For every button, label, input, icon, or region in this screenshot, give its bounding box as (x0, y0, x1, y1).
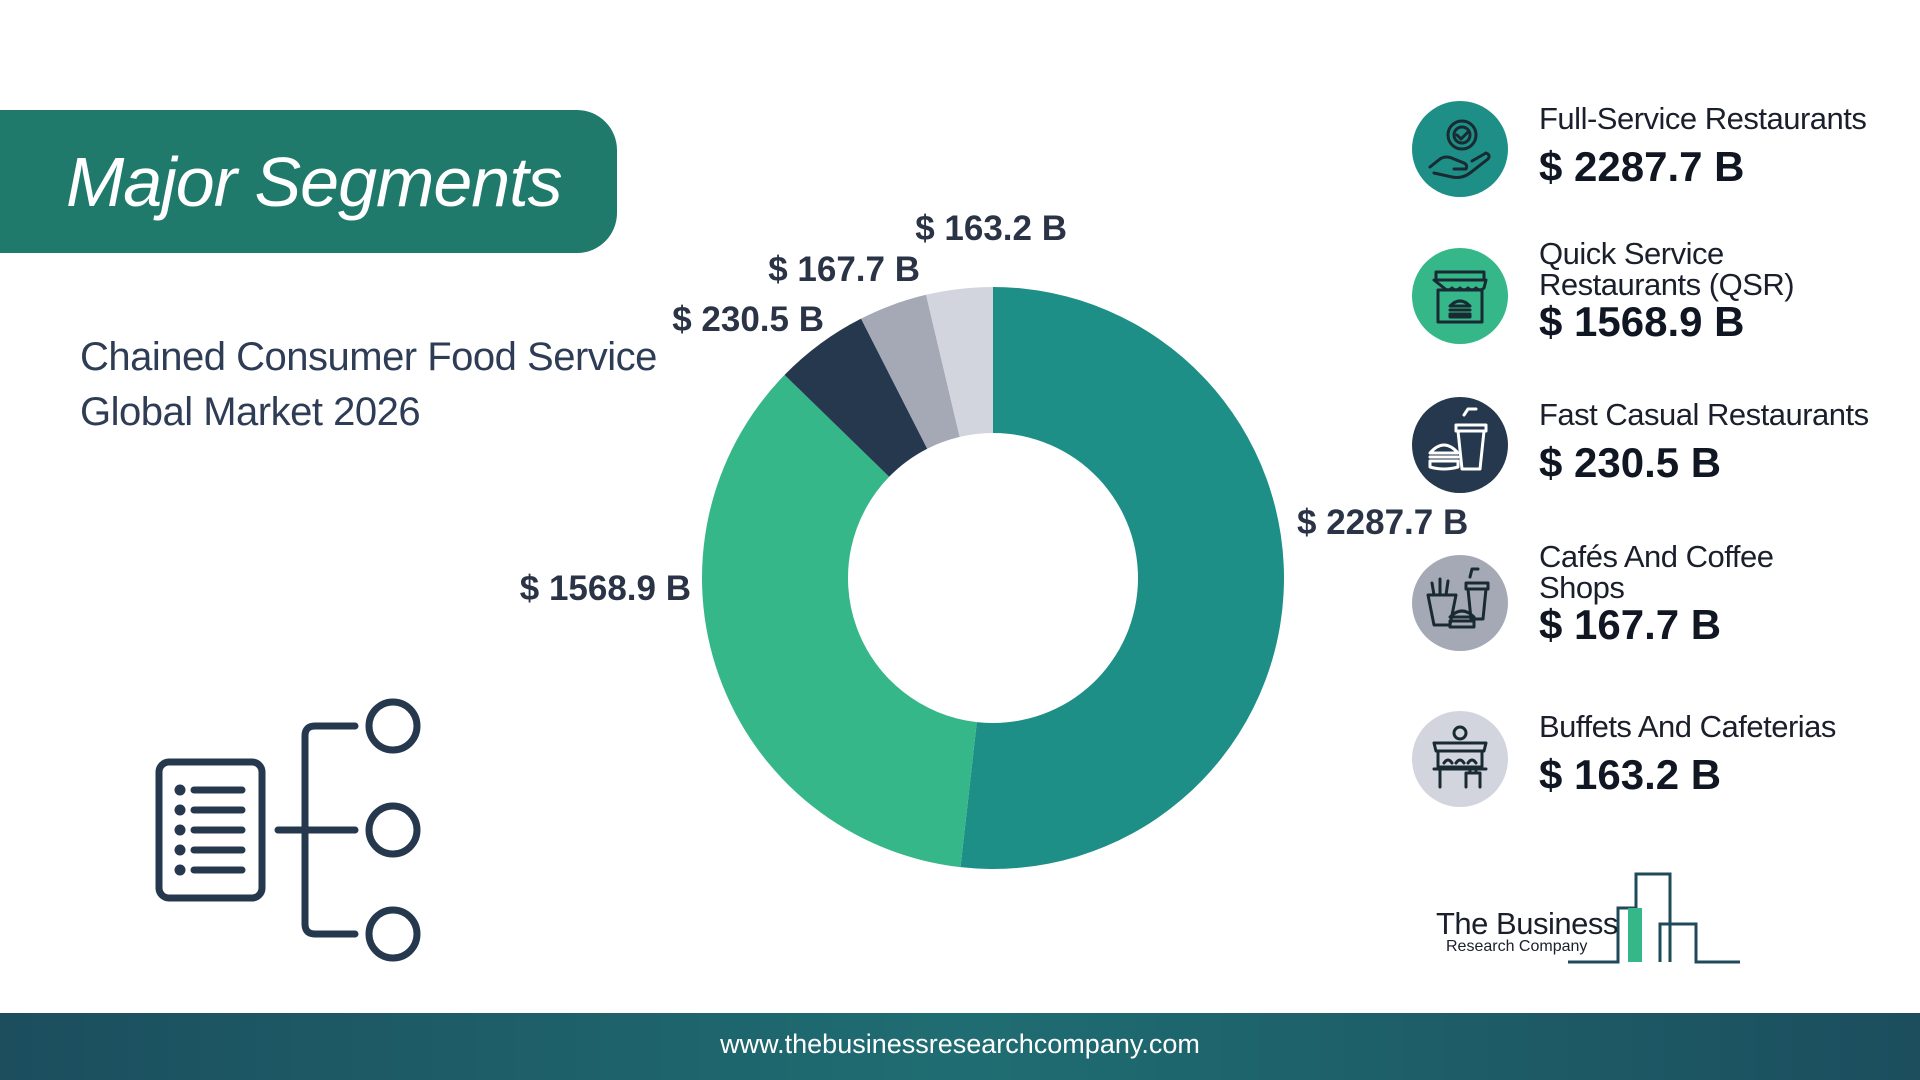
burger-drink-icon (1412, 397, 1508, 493)
slice-data-label: $ 2287.7 B (1297, 503, 1468, 542)
legend-value: $ 1568.9 B (1539, 298, 1745, 345)
donut-slice (784, 318, 928, 477)
slice-data-label: $ 230.5 B (672, 300, 824, 339)
logo-name: The Business (1436, 906, 1618, 941)
footer-bar: www.thebusinessresearchcompany.com (0, 1013, 1920, 1080)
legend-value: $ 230.5 B (1539, 439, 1722, 486)
fries-burger-drink-icon (1412, 555, 1508, 651)
slice-data-label: $ 163.2 B (915, 209, 1067, 248)
donut-slice (960, 287, 1284, 869)
legend-value: $ 163.2 B (1539, 751, 1722, 798)
legend-value: $ 2287.7 B (1539, 143, 1745, 190)
legend-label: Quick Service Restaurants (QSR) (1539, 236, 1795, 302)
company-logo: The Business Research Company (1432, 868, 1742, 968)
donut-slice (702, 374, 977, 868)
storefront-burger-icon (1412, 248, 1508, 344)
legend-label: Full-Service Restaurants (1539, 101, 1867, 136)
title-banner: Major Segments (0, 110, 617, 253)
slice-data-label: $ 1568.9 B (520, 569, 691, 608)
chart-subtitle: Chained Consumer Food Service Global Mar… (80, 330, 680, 440)
subtitle-line-1: Chained Consumer Food Service (80, 335, 657, 379)
legend-label: Cafés And Coffee Shops (1539, 539, 1774, 605)
slice-data-label: $ 167.7 B (768, 250, 920, 289)
footer-url-link[interactable]: www.thebusinessresearchcompany.com (720, 1029, 1200, 1059)
skyline-logo-icon (1568, 872, 1740, 964)
donut-slice (861, 294, 960, 449)
page-title: Major Segments (66, 143, 563, 221)
legend-label: Fast Casual Restaurants (1539, 397, 1869, 432)
food-counter-icon (1412, 711, 1508, 807)
legend-value: $ 167.7 B (1539, 601, 1722, 648)
logo-subtitle: Research Company (1446, 938, 1588, 955)
donut-slice (926, 287, 993, 437)
legend-label: Buffets And Cafeterias (1539, 709, 1836, 744)
hand-badge-icon (1412, 101, 1508, 197)
list-hierarchy-icon (155, 698, 421, 962)
subtitle-line-2: Global Market 2026 (80, 390, 421, 434)
